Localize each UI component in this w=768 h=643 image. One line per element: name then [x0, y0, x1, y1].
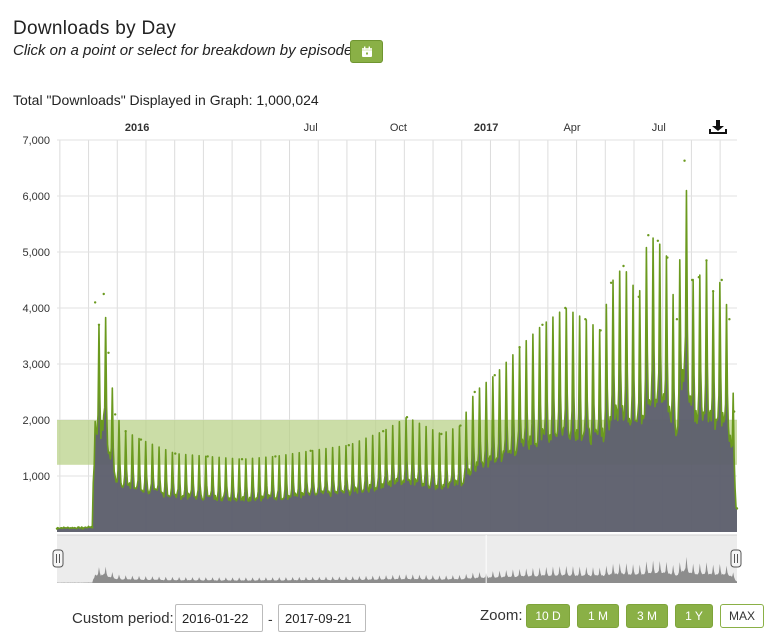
x-tick-label: 2016 [125, 122, 149, 134]
y-tick-label: 2,000 [22, 415, 50, 427]
series-line[interactable] [56, 189, 738, 530]
zoom-3m-button[interactable]: 3 M [626, 604, 668, 628]
data-point[interactable] [102, 292, 105, 296]
y-tick-label: 5,000 [22, 247, 50, 259]
y-axis: 1,000 2,000 3,000 4,000 5,000 6,000 7,000 [22, 135, 50, 483]
series-layer[interactable] [55, 159, 739, 533]
data-point[interactable] [541, 323, 544, 326]
navigator-series [57, 556, 737, 583]
x-tick-label: 2017 [474, 122, 498, 134]
data-point[interactable] [647, 234, 650, 237]
data-point[interactable] [599, 329, 602, 332]
data-point[interactable] [174, 452, 177, 455]
data-point[interactable] [440, 432, 443, 436]
data-point[interactable] [97, 323, 101, 326]
x-axis: 2016 Jul Oct 2017 Apr Jul [125, 122, 666, 134]
data-point[interactable] [609, 281, 613, 284]
data-point[interactable] [690, 278, 694, 282]
x-tick-label: Jul [304, 122, 318, 134]
zoom-1y-button[interactable]: 1 Y [675, 604, 713, 628]
navigator-right-handle[interactable] [730, 549, 742, 568]
y-tick-label: 7,000 [22, 135, 50, 147]
data-point[interactable] [711, 290, 715, 293]
data-point[interactable] [683, 159, 686, 162]
data-point[interactable] [81, 527, 84, 530]
zoom-max-button[interactable]: MAX [720, 604, 764, 628]
data-point[interactable] [735, 507, 739, 510]
data-point[interactable] [459, 424, 462, 427]
data-point[interactable] [705, 259, 708, 262]
download-chart-button[interactable] [707, 118, 729, 136]
y-tick-label: 1,000 [22, 471, 50, 483]
data-point[interactable] [113, 413, 117, 416]
custom-period-label: Custom period: [72, 610, 174, 627]
y-tick-label: 4,000 [22, 303, 50, 315]
episode-breakdown-button[interactable] [350, 40, 383, 63]
downloads-chart[interactable]: 1,000 2,000 3,000 4,000 5,000 6,000 7,000 2016… [0, 0, 768, 600]
x-tick-label: Oct [390, 122, 407, 134]
data-point[interactable] [637, 295, 640, 298]
data-point[interactable] [697, 276, 701, 279]
data-point[interactable] [107, 351, 110, 354]
zoom-1m-button[interactable]: 1 M [577, 604, 619, 628]
data-point[interactable] [206, 455, 209, 458]
y-tick-label: 6,000 [22, 191, 50, 203]
chart-subtitle: Click on a point or select for breakdown… [13, 42, 357, 59]
data-point[interactable] [240, 458, 244, 461]
data-point[interactable] [656, 239, 660, 242]
data-point[interactable] [666, 256, 669, 259]
start-date-input[interactable] [175, 604, 263, 632]
data-point[interactable] [493, 374, 496, 377]
data-point[interactable] [518, 346, 521, 349]
data-point[interactable] [405, 416, 409, 419]
data-point[interactable] [347, 444, 351, 447]
data-point[interactable] [675, 318, 679, 321]
data-point[interactable] [622, 264, 625, 268]
data-point[interactable] [274, 455, 277, 458]
date-separator: - [268, 611, 273, 627]
data-point[interactable] [473, 390, 476, 394]
data-point[interactable] [55, 527, 59, 530]
end-date-input[interactable] [278, 604, 366, 632]
chart-title: Downloads by Day [13, 18, 177, 39]
data-point[interactable] [732, 410, 736, 413]
data-point[interactable] [91, 526, 94, 529]
data-point[interactable] [93, 301, 97, 304]
total-downloads-text: Total "Downloads" Displayed in Graph: 1,… [13, 92, 319, 108]
navigator-left-handle[interactable] [52, 549, 64, 568]
data-point[interactable] [124, 430, 127, 433]
data-point[interactable] [720, 278, 723, 282]
zoom-label: Zoom: [480, 607, 523, 624]
download-icon [709, 120, 727, 134]
data-point[interactable] [564, 306, 567, 310]
data-point[interactable] [309, 449, 312, 452]
x-tick-label: Jul [652, 122, 666, 134]
zoom-10d-button[interactable]: 10 D [526, 604, 570, 628]
data-point[interactable] [381, 430, 385, 433]
calendar-icon [361, 46, 372, 57]
y-tick-label: 3,000 [22, 359, 50, 371]
navigator[interactable] [52, 534, 742, 583]
data-point[interactable] [139, 438, 143, 441]
series-area[interactable] [57, 190, 737, 533]
data-point[interactable] [728, 318, 731, 321]
x-tick-label: Apr [563, 122, 580, 134]
data-point[interactable] [584, 318, 587, 321]
